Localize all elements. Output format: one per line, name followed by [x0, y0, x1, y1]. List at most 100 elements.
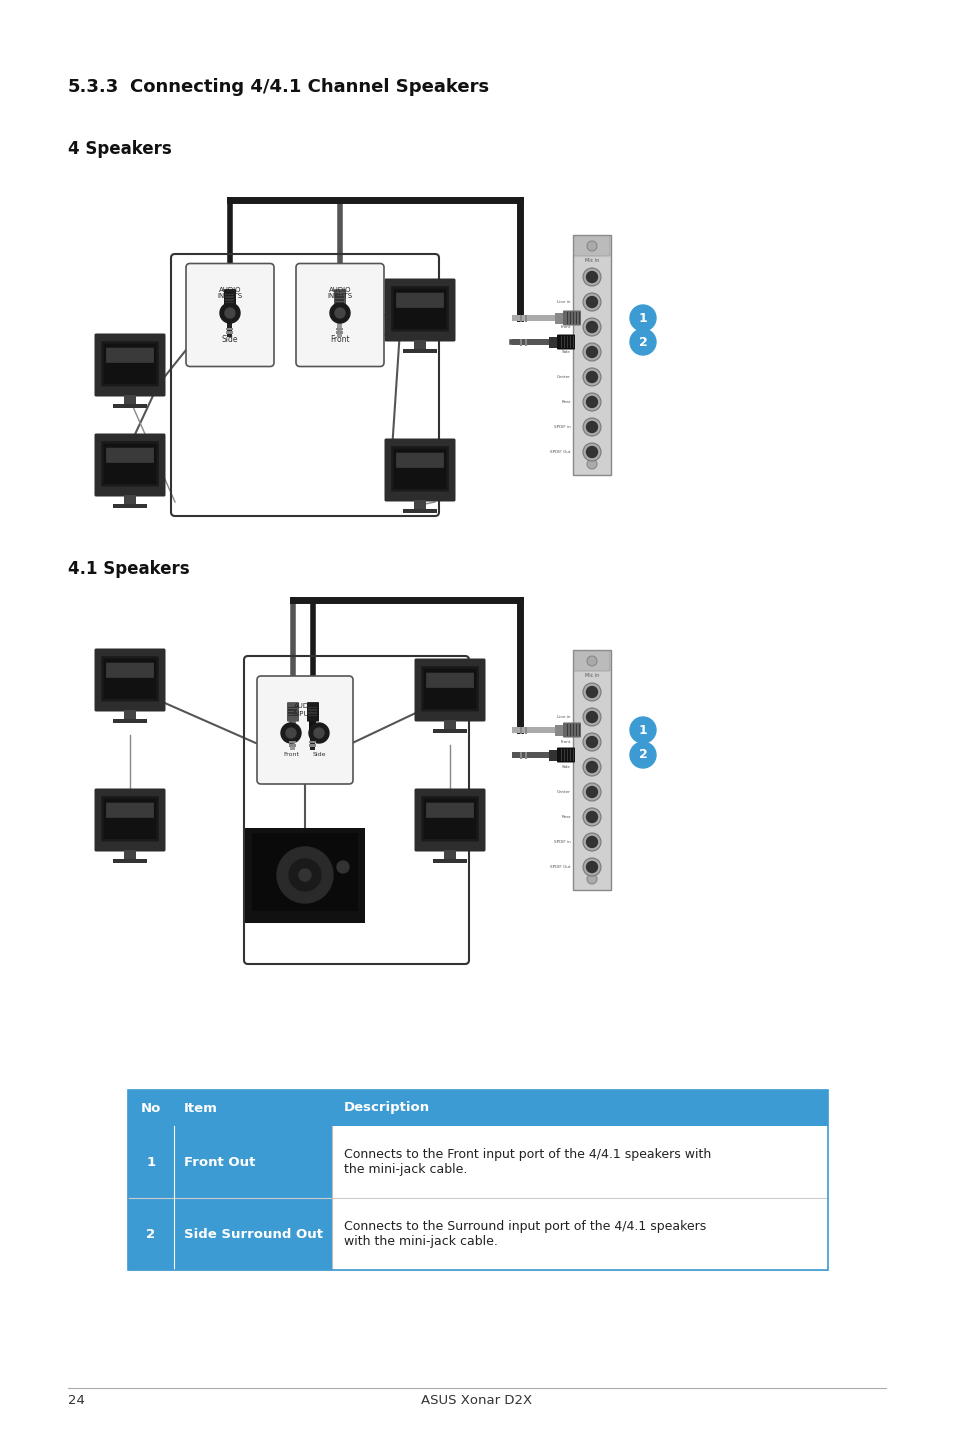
Bar — [308, 715, 317, 716]
FancyBboxPatch shape — [423, 798, 476, 838]
Circle shape — [586, 656, 597, 666]
Circle shape — [586, 242, 597, 252]
Bar — [573, 749, 574, 761]
FancyBboxPatch shape — [334, 289, 346, 309]
Bar — [289, 741, 296, 743]
Circle shape — [582, 293, 600, 311]
Circle shape — [586, 371, 597, 383]
Text: Front: Front — [330, 335, 350, 345]
Text: Description: Description — [344, 1102, 430, 1114]
FancyBboxPatch shape — [106, 348, 153, 362]
Circle shape — [582, 733, 600, 751]
Circle shape — [586, 447, 597, 457]
Circle shape — [286, 728, 295, 738]
Bar — [288, 706, 297, 707]
Text: Mic in: Mic in — [584, 673, 598, 677]
Circle shape — [582, 784, 600, 801]
Text: Mic in: Mic in — [584, 257, 598, 263]
FancyBboxPatch shape — [574, 651, 609, 672]
Bar — [337, 319, 342, 336]
FancyBboxPatch shape — [104, 659, 156, 699]
FancyBboxPatch shape — [307, 702, 318, 722]
Circle shape — [629, 742, 656, 768]
Bar — [555, 312, 564, 324]
Text: SPDIF in: SPDIF in — [554, 840, 571, 844]
Bar — [566, 723, 568, 736]
Bar — [560, 749, 562, 761]
Bar — [252, 833, 357, 910]
Bar — [128, 1198, 332, 1270]
Bar — [124, 710, 136, 719]
FancyBboxPatch shape — [562, 722, 580, 738]
Bar — [512, 339, 548, 345]
FancyBboxPatch shape — [94, 433, 165, 496]
Bar — [124, 395, 136, 404]
Text: Connects to the Front input port of the 4/4.1 speakers with
the mini-jack cable.: Connects to the Front input port of the … — [344, 1148, 711, 1176]
Circle shape — [298, 869, 311, 881]
Circle shape — [586, 787, 597, 798]
FancyBboxPatch shape — [186, 263, 274, 367]
Text: SPDIF Out: SPDIF Out — [550, 866, 571, 869]
Bar — [128, 1090, 827, 1126]
Bar — [291, 732, 295, 751]
Bar — [519, 338, 522, 345]
Text: Side: Side — [561, 349, 571, 354]
Circle shape — [586, 322, 597, 332]
Bar — [288, 715, 297, 716]
FancyBboxPatch shape — [395, 453, 443, 467]
Circle shape — [335, 308, 345, 318]
Bar — [573, 336, 574, 348]
FancyBboxPatch shape — [104, 798, 156, 838]
Text: SPDIF in: SPDIF in — [554, 426, 571, 429]
Bar — [309, 719, 316, 732]
Circle shape — [629, 305, 656, 331]
Bar — [288, 709, 297, 710]
Bar — [124, 495, 136, 503]
Bar — [566, 336, 568, 348]
Bar — [335, 299, 344, 301]
Bar — [566, 312, 568, 324]
Bar — [414, 339, 426, 349]
Circle shape — [582, 833, 600, 851]
FancyBboxPatch shape — [384, 279, 455, 341]
FancyBboxPatch shape — [394, 449, 446, 489]
Bar — [573, 312, 574, 324]
Circle shape — [309, 723, 329, 743]
Circle shape — [586, 421, 597, 433]
FancyBboxPatch shape — [394, 289, 446, 329]
Circle shape — [586, 459, 597, 469]
FancyBboxPatch shape — [395, 293, 443, 308]
FancyBboxPatch shape — [104, 344, 156, 384]
Circle shape — [582, 318, 600, 336]
Circle shape — [629, 718, 656, 743]
Bar — [573, 650, 610, 890]
Bar — [576, 312, 577, 324]
Circle shape — [582, 344, 600, 361]
Bar — [569, 749, 571, 761]
Text: Item: Item — [184, 1102, 217, 1114]
Bar — [433, 729, 467, 733]
Circle shape — [586, 296, 597, 308]
FancyBboxPatch shape — [101, 797, 159, 841]
Circle shape — [289, 858, 320, 892]
Text: 1: 1 — [146, 1156, 155, 1169]
FancyBboxPatch shape — [106, 802, 153, 818]
Text: Side: Side — [312, 752, 325, 756]
Bar — [225, 296, 234, 298]
Bar — [524, 726, 527, 733]
Bar — [288, 712, 297, 713]
Circle shape — [582, 393, 600, 411]
Circle shape — [586, 762, 597, 772]
Bar — [569, 336, 571, 348]
Text: 1: 1 — [638, 723, 647, 736]
Circle shape — [336, 861, 349, 873]
Text: 2: 2 — [638, 749, 647, 762]
FancyBboxPatch shape — [101, 656, 159, 702]
Circle shape — [582, 418, 600, 436]
Circle shape — [586, 272, 597, 282]
Text: SPDIF Out: SPDIF Out — [550, 450, 571, 454]
Circle shape — [220, 303, 240, 324]
Bar — [308, 706, 317, 707]
Bar — [226, 305, 233, 319]
FancyBboxPatch shape — [557, 335, 575, 349]
